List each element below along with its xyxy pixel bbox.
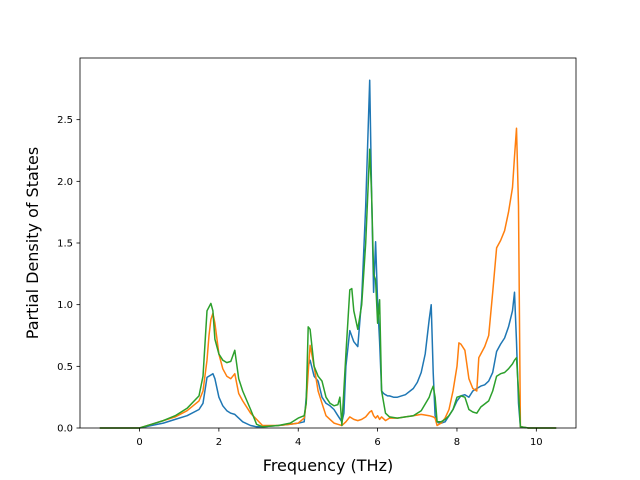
series-line-1 xyxy=(99,79,557,429)
y-axis: 0.0 0.5 1.0 1.5 2.0 2.5 xyxy=(57,115,80,435)
series-layer xyxy=(99,79,557,429)
y-tick-label: 1.0 xyxy=(57,300,73,311)
series-line-2 xyxy=(99,127,557,429)
x-axis-label: Frequency (THz) xyxy=(263,456,393,475)
x-tick-label: 6 xyxy=(374,437,380,448)
y-tick-label: 0.0 xyxy=(57,424,73,435)
x-tick-label: 2 xyxy=(216,437,222,448)
x-axis: 0 2 4 6 8 10 xyxy=(136,428,543,448)
series-line-3 xyxy=(99,148,557,429)
y-tick-label: 2.0 xyxy=(57,177,73,188)
y-axis-label: Partial Density of States xyxy=(23,147,42,339)
y-tick-label: 2.5 xyxy=(57,115,73,126)
x-tick-label: 0 xyxy=(136,437,142,448)
x-tick-label: 4 xyxy=(295,437,301,448)
y-tick-label: 0.5 xyxy=(57,362,73,373)
x-tick-label: 8 xyxy=(454,437,460,448)
y-tick-label: 1.5 xyxy=(57,239,73,250)
x-tick-label: 10 xyxy=(530,437,543,448)
